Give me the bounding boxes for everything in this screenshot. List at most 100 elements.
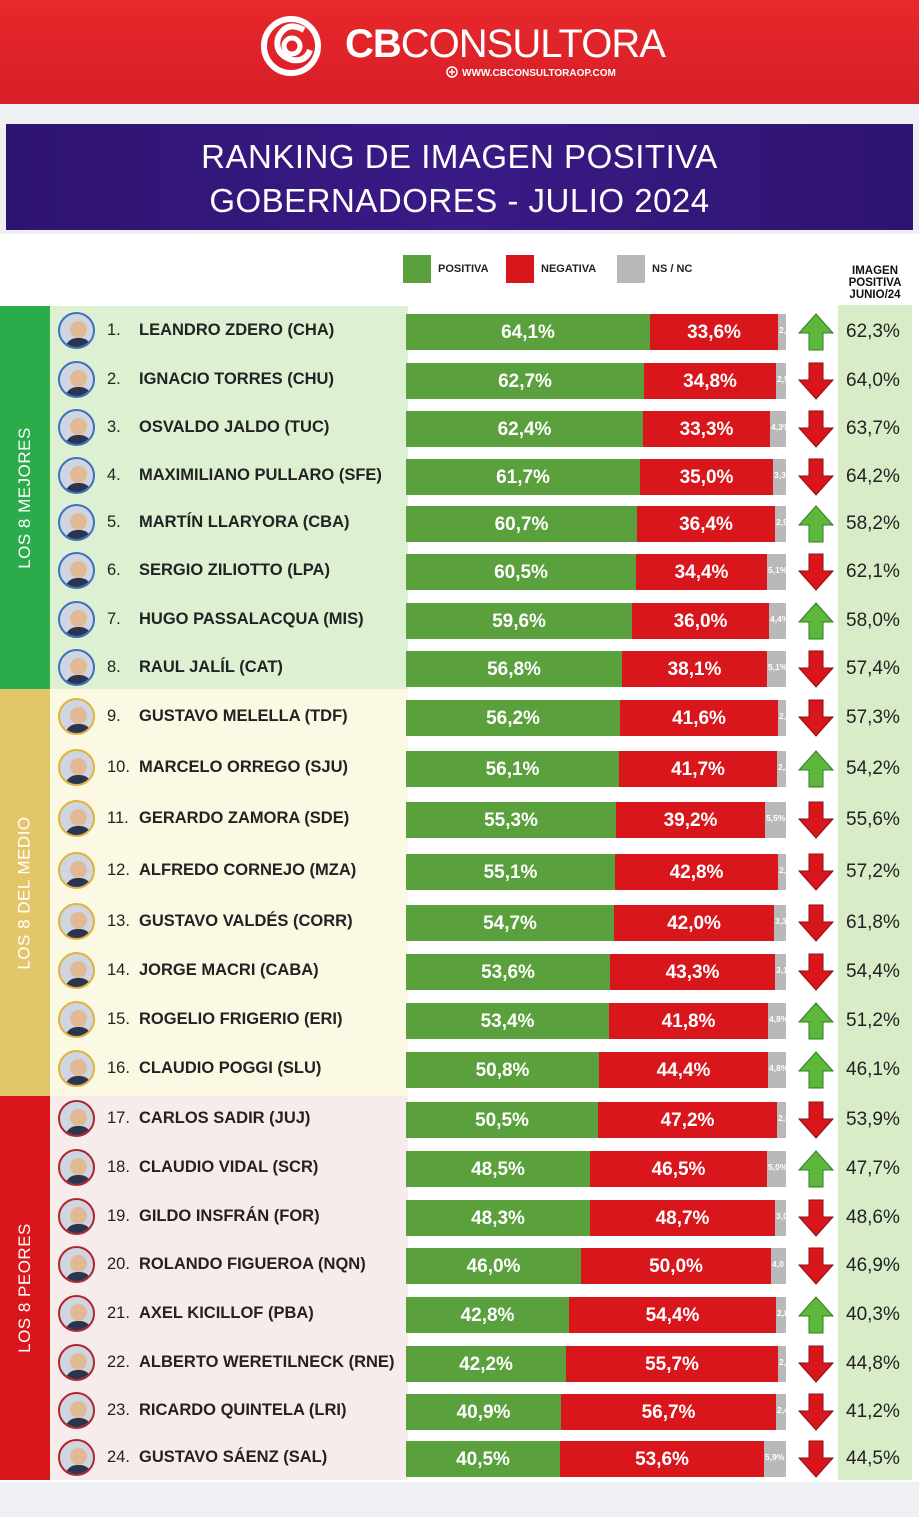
bar-nsnc xyxy=(764,1441,786,1477)
label-positiva: 42,2% xyxy=(459,1354,513,1375)
bar-nsnc xyxy=(774,905,786,941)
arrow-down-icon xyxy=(797,1439,835,1479)
bar-negativa xyxy=(644,363,776,399)
table-row: 8. RAUL JALÍL (CAT) 56,8% 38,1% 5,1% 57,4% xyxy=(0,644,919,693)
bar-positiva xyxy=(406,954,610,990)
label-nsnc: 4,8% xyxy=(769,1063,789,1073)
table-row: 16. CLAUDIO POGGI (SLU) 50,8% 44,4% 4,8% 46,1… xyxy=(0,1045,919,1094)
table-row: 24. GUSTAVO SÁENZ (SAL) 40,5% 53,6% 5,9% 44,5… xyxy=(0,1434,919,1483)
avatar-body xyxy=(65,1272,92,1281)
label-negativa: 50,0% xyxy=(649,1256,703,1277)
bar-negativa xyxy=(636,554,767,590)
bar-negativa xyxy=(590,1200,775,1236)
stacked-bar: 62,7% 34,8% 2,5 xyxy=(406,363,789,399)
avatar xyxy=(58,504,95,541)
stacked-bar: 50,8% 44,4% 4,8% xyxy=(406,1052,789,1088)
label-negativa: 42,8% xyxy=(669,862,724,883)
rank-number: 14. xyxy=(107,961,130,979)
prev-column-header: IMAGEN POSITIVA JUNIO/24 xyxy=(838,265,912,301)
rank-number: 22. xyxy=(107,1353,130,1371)
arrow-down-icon xyxy=(797,903,835,943)
label-positiva: 56,1% xyxy=(485,759,540,780)
bar-positiva xyxy=(406,1297,569,1333)
label-negativa: 41,7% xyxy=(671,759,725,780)
avatar-body xyxy=(65,826,92,835)
governor-name: LEANDRO ZDERO (CHA) xyxy=(139,321,335,339)
bar-nsnc xyxy=(776,1394,786,1430)
prev-column-background xyxy=(838,305,912,1480)
bar-negativa xyxy=(637,506,775,542)
bar-nsnc xyxy=(767,554,786,590)
governor-name: HUGO PASSALACQUA (MIS) xyxy=(139,610,364,628)
governor-name: GERARDO ZAMORA (SDE) xyxy=(139,809,350,827)
legend-nsnc-swatch xyxy=(617,255,645,283)
prev-value: 44,5% xyxy=(846,1448,900,1469)
arrow-down-icon xyxy=(797,952,835,992)
bar-positiva xyxy=(406,1248,581,1284)
bar-negativa xyxy=(610,954,775,990)
arrow-down-icon xyxy=(797,649,835,689)
rank-number: 6. xyxy=(107,561,121,579)
label-negativa: 39,2% xyxy=(663,810,718,831)
label-positiva: 53,6% xyxy=(481,962,535,983)
bar-nsnc xyxy=(770,411,786,447)
avatar-face xyxy=(70,466,87,483)
bar-nsnc xyxy=(768,1052,786,1088)
label-positiva: 50,8% xyxy=(475,1060,530,1081)
avatar-body xyxy=(65,929,92,938)
label-negativa: 35,0% xyxy=(679,467,734,488)
rank-number: 21. xyxy=(107,1304,130,1322)
table-row: 3. OSVALDO JALDO (TUC) 62,4% 33,3% 4,3% 63,7% xyxy=(0,404,919,453)
cursor-icon xyxy=(446,66,458,78)
prev-value: 57,4% xyxy=(846,658,900,679)
prev-value: 61,8% xyxy=(846,912,900,933)
arrow-up-icon xyxy=(797,749,835,789)
label-negativa: 38,1% xyxy=(667,659,722,680)
bar-nsnc xyxy=(778,1346,786,1382)
label-nsnc: 3,3 xyxy=(775,916,787,926)
table-row: 23. RICARDO QUINTELA (LRI) 40,9% 56,7% 2,4 41… xyxy=(0,1387,919,1436)
bar-negativa xyxy=(561,1394,776,1430)
avatar-body xyxy=(65,775,92,784)
label-nsnc: 2,2 xyxy=(779,711,791,721)
table-row: 6. SERGIO ZILIOTTO (LPA) 60,5% 34,4% 5,1% 62,… xyxy=(0,547,919,596)
governor-name: MAXIMILIANO PULLARO (SFE) xyxy=(139,466,382,484)
label-nsnc: 5,1% xyxy=(768,662,788,672)
governor-name: OSVALDO JALDO (TUC) xyxy=(139,418,330,436)
bar-positiva xyxy=(406,700,620,736)
rank-number: 8. xyxy=(107,658,121,676)
website-url[interactable]: WWW.CBCONSULTORAOP.COM xyxy=(462,68,616,79)
bar-negativa xyxy=(569,1297,776,1333)
governor-name: GUSTAVO MELELLA (TDF) xyxy=(139,707,348,725)
label-negativa: 33,6% xyxy=(687,322,741,343)
avatar-face xyxy=(70,1401,87,1418)
stacked-bar: 48,3% 48,7% 3,0 xyxy=(406,1200,788,1236)
avatar xyxy=(58,1149,95,1186)
arrow-down-icon xyxy=(797,1392,835,1432)
label-positiva: 50,5% xyxy=(475,1110,529,1131)
header-banner: CBCONSULTORA WWW.CBCONSULTORAOP.COM xyxy=(0,0,919,104)
prev-value: 58,0% xyxy=(846,610,900,631)
label-positiva: 60,7% xyxy=(494,514,549,535)
arrow-down-icon xyxy=(797,1198,835,1238)
rank-number: 15. xyxy=(107,1010,130,1028)
arrow-down-icon xyxy=(797,800,835,840)
avatar-face xyxy=(70,707,87,724)
arrow-down-icon xyxy=(797,1344,835,1384)
prev-value: 46,9% xyxy=(846,1255,900,1276)
arrow-up-icon xyxy=(797,1149,835,1189)
prev-header-line-3: JUNIO/24 xyxy=(849,289,901,301)
group-bg-best xyxy=(50,306,408,689)
label-negativa: 34,8% xyxy=(683,371,737,392)
bar-negativa xyxy=(619,751,777,787)
bar-nsnc xyxy=(775,506,786,542)
stacked-bar: 61,7% 35,0% 3,3 xyxy=(406,459,786,495)
stacked-bar: 53,6% 43,3% 3,1 xyxy=(406,954,788,990)
bar-negativa xyxy=(620,700,778,736)
group-bg-mid xyxy=(50,689,408,1096)
prev-header-line-2: POSITIVA xyxy=(848,277,902,289)
table-row: 10. MARCELO ORREGO (SJU) 56,1% 41,7% 2,2 54,2… xyxy=(0,744,919,793)
avatar xyxy=(58,749,95,786)
avatar-face xyxy=(70,561,87,578)
avatar-face xyxy=(70,370,87,387)
